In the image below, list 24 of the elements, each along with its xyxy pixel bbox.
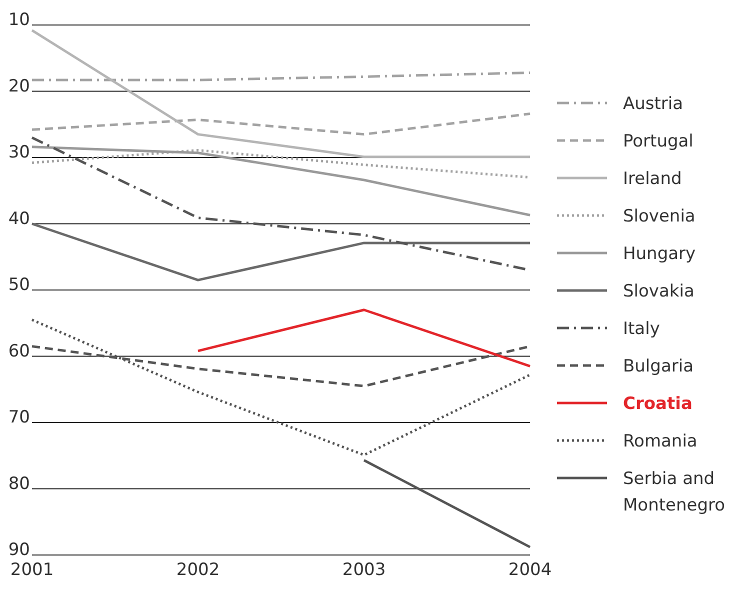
x-tick-label: 2004: [508, 560, 552, 580]
legend-label: Slovakia: [623, 281, 694, 302]
y-tick-label: 20: [8, 76, 30, 96]
legend-label: Croatia: [623, 394, 692, 414]
x-tick-label: 2001: [10, 560, 54, 580]
legend-label: Italy: [623, 318, 660, 339]
legend-label: Portugal: [623, 131, 694, 152]
legend-label: Bulgaria: [623, 356, 694, 376]
y-tick-label: 50: [8, 275, 30, 295]
legend-label: Hungary: [623, 244, 696, 264]
legend-label: Ireland: [623, 168, 682, 189]
legend-label: Serbia and Montenegro: [623, 468, 726, 516]
y-tick-label: 90: [8, 540, 30, 560]
x-tick-label: 2002: [176, 560, 220, 580]
y-tick-label: 70: [8, 408, 30, 428]
y-tick-label: 10: [8, 10, 30, 30]
y-tick-label: 40: [8, 208, 30, 229]
legend-label: Romania: [623, 431, 698, 452]
y-tick-label: 30: [8, 142, 30, 162]
legend-label: Slovenia: [623, 206, 696, 226]
x-tick-label: 2003: [342, 560, 386, 580]
legend-label: Austria: [623, 94, 684, 114]
y-tick-label: 80: [8, 474, 30, 494]
y-tick-label: 60: [8, 341, 30, 362]
